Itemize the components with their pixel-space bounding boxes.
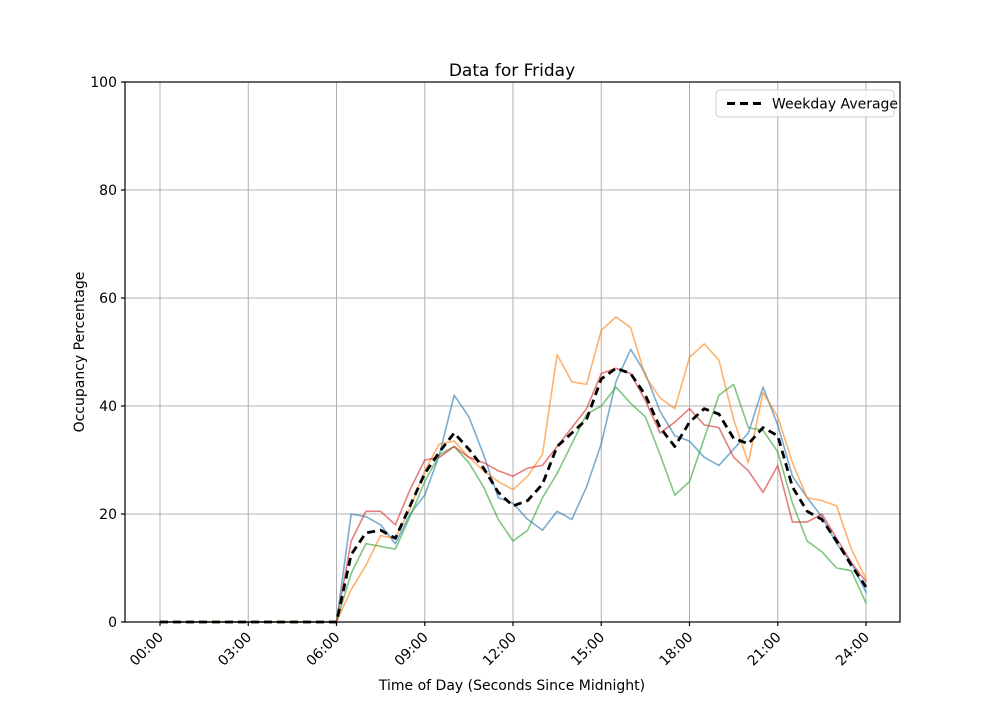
x-tick-label: 06:00: [303, 630, 343, 670]
x-axis-label: Time of Day (Seconds Since Midnight): [378, 678, 645, 694]
x-tick-label: 24:00: [833, 630, 873, 670]
chart-title: Data for Friday: [449, 61, 575, 81]
grid-lines: [125, 81, 900, 623]
y-tick-label: 40: [99, 399, 117, 415]
y-tick-label: 100: [90, 75, 117, 91]
legend-box: [715, 89, 895, 118]
x-tick-label: 18:00: [656, 630, 696, 670]
x-tick-label: 12:00: [480, 630, 520, 670]
y-tick-label: 0: [108, 615, 117, 631]
tick-labels: 00:00 03:00 06:00 09:00 12:00 15:00 18:00 21:00…: [90, 75, 873, 669]
x-tick-label: 09:00: [392, 630, 432, 670]
y-tick-label: 80: [99, 183, 117, 199]
x-tick-label: 03:00: [215, 630, 255, 670]
y-tick-label: 20: [99, 507, 117, 523]
x-tick-label: 15:00: [568, 630, 608, 670]
y-axis-label: Occupancy Percentage: [72, 272, 88, 433]
legend: Weekday Average: [715, 89, 898, 118]
x-tick-label: 00:00: [127, 630, 167, 670]
x-tick-label: 21:00: [745, 630, 785, 670]
legend-label: Weekday Average: [772, 97, 898, 113]
y-tick-label: 60: [99, 291, 117, 307]
axes: [121, 81, 901, 626]
